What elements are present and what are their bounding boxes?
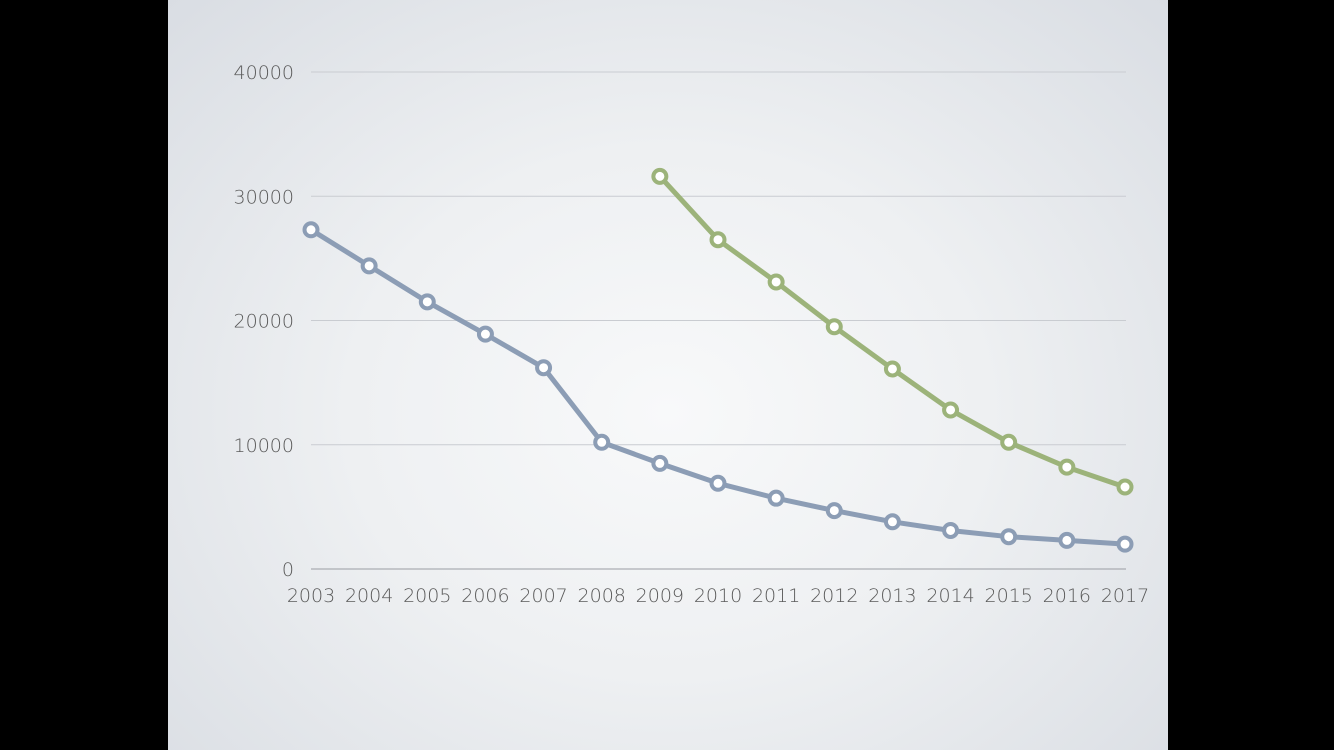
x-tick-label: 2017 <box>1101 585 1149 607</box>
data-point <box>942 401 960 419</box>
data-point <box>360 257 378 275</box>
data-point <box>476 325 494 343</box>
data-point <box>651 167 669 185</box>
y-tick-label: 10000 <box>234 435 294 457</box>
x-tick-label: 2009 <box>636 585 684 607</box>
y-tick-label: 20000 <box>234 311 294 333</box>
x-tick-label: 2006 <box>461 585 509 607</box>
y-axis-tick-labels: 0 10000 20000 30000 40000 <box>234 62 294 581</box>
x-axis-tick-labels: 2003 2004 2005 2006 2007 2008 2009 2010 2011 2012… <box>287 585 1149 607</box>
data-point <box>302 221 320 239</box>
data-point <box>1116 535 1134 553</box>
data-point <box>1000 528 1018 546</box>
x-tick-label: 2013 <box>868 585 916 607</box>
x-tick-label: 2008 <box>578 585 626 607</box>
x-tick-label: 2016 <box>1043 585 1091 607</box>
x-tick-label: 2011 <box>752 585 800 607</box>
data-point <box>767 273 785 291</box>
data-point <box>535 359 553 377</box>
x-tick-label: 2010 <box>694 585 742 607</box>
data-point <box>418 293 436 311</box>
series-1 <box>302 221 1134 553</box>
data-point <box>1058 458 1076 476</box>
x-tick-label: 2005 <box>403 585 451 607</box>
data-point <box>709 474 727 492</box>
data-point <box>593 433 611 451</box>
data-point <box>883 360 901 378</box>
gridlines <box>311 71 1126 570</box>
series-line <box>308 227 1128 547</box>
x-tick-label: 2014 <box>926 585 974 607</box>
data-point <box>825 318 843 336</box>
data-point <box>883 513 901 531</box>
data-point <box>1116 478 1134 496</box>
data-point <box>825 502 843 520</box>
x-tick-label: 2015 <box>985 585 1033 607</box>
series-line <box>657 173 1128 490</box>
slide-background: 0 10000 20000 30000 40000 2003 2004 2005 2006 20… <box>168 0 1168 750</box>
series-lines <box>302 167 1134 553</box>
data-point <box>1058 531 1076 549</box>
data-point <box>1000 433 1018 451</box>
x-tick-label: 2003 <box>287 585 335 607</box>
data-point <box>651 454 669 472</box>
x-tick-label: 2007 <box>519 585 567 607</box>
data-point <box>709 231 727 249</box>
data-point <box>942 521 960 539</box>
x-tick-label: 2012 <box>810 585 858 607</box>
series-2 <box>651 167 1134 496</box>
y-tick-label: 0 <box>282 559 294 581</box>
y-tick-label: 30000 <box>234 186 294 208</box>
y-tick-label: 40000 <box>234 62 294 84</box>
x-tick-label: 2004 <box>345 585 393 607</box>
data-point <box>767 489 785 507</box>
